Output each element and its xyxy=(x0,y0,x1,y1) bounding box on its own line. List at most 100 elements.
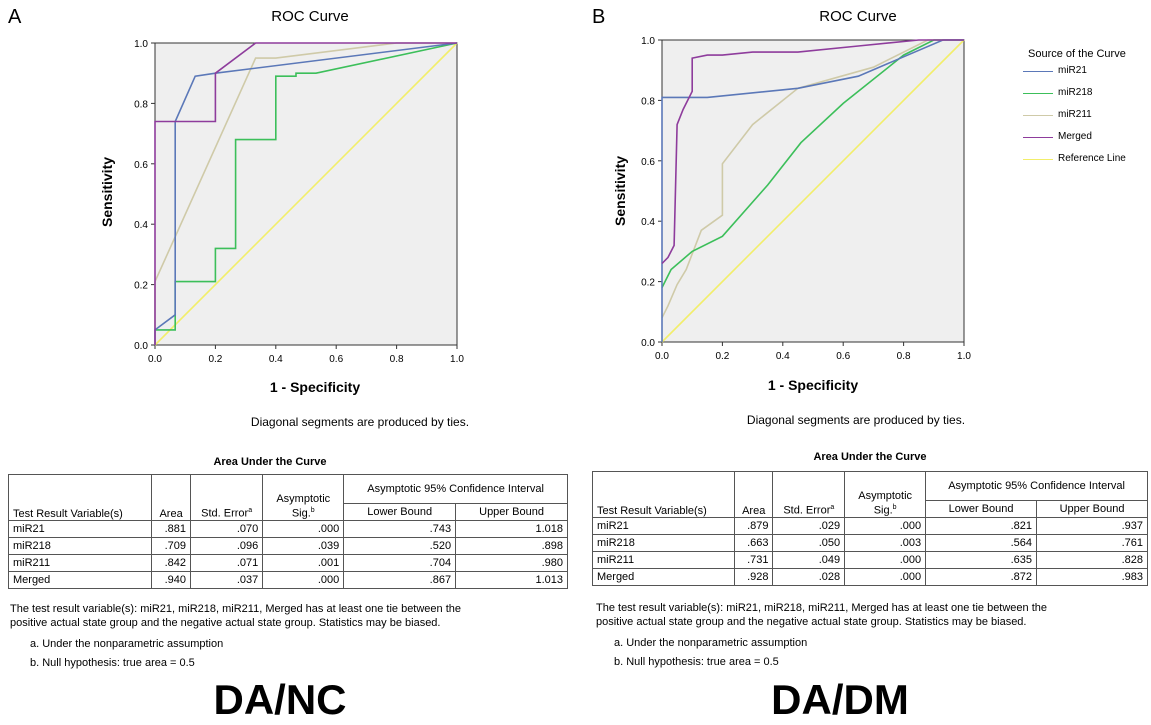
row-se: .049 xyxy=(772,551,846,569)
panel-b-note-line2: positive actual state group and the nega… xyxy=(596,616,1027,628)
row-upper: .828 xyxy=(1036,551,1148,569)
panel-a-x-tick-label: 0.6 xyxy=(329,354,343,365)
row-area: .928 xyxy=(733,568,774,586)
panel-a-y-tick-label: 0.8 xyxy=(134,99,148,110)
header-area: Area xyxy=(151,474,191,521)
table-row: Merged .928 .028 .000 .872 .983 xyxy=(592,568,1148,586)
row-area: .731 xyxy=(733,551,774,569)
panel-b-x-axis-label: 1 - Specificity xyxy=(767,377,859,393)
row-name: miR211 xyxy=(592,551,735,569)
panel-a-series-merged xyxy=(154,42,457,345)
row-upper: .937 xyxy=(1036,517,1148,535)
row-area: .709 xyxy=(151,537,191,555)
header-std-error-text: Std. Error xyxy=(783,505,831,517)
row-lower: .635 xyxy=(925,551,1038,569)
row-se: .071 xyxy=(189,554,264,572)
header-std-error: Std. Errora xyxy=(772,471,846,518)
panel-b-y-tick-label: 0.6 xyxy=(641,157,655,168)
row-upper: .761 xyxy=(1036,534,1148,552)
row-sig: .000 xyxy=(844,568,927,586)
panel-b-ties-note: Diagonal segments are produced by ties. xyxy=(746,413,966,427)
legend-swatch-reference xyxy=(1023,159,1053,160)
table-row: miR218 .663 .050 .003 .564 .761 xyxy=(592,534,1148,552)
table-row: miR21 .881 .070 .000 .743 1.018 xyxy=(7,520,568,538)
header-sig: Asymptotic Sig.b xyxy=(262,474,345,521)
legend-swatch-mir218 xyxy=(1023,93,1053,94)
row-se: .037 xyxy=(189,571,264,589)
row-upper: 1.013 xyxy=(455,571,568,589)
panel-b-x-tick-label: 0.8 xyxy=(897,351,911,362)
row-upper: .898 xyxy=(455,537,568,555)
table-row: miR21 .879 .029 .000 .821 .937 xyxy=(592,517,1148,535)
panel-b-y-tick-label: 0.4 xyxy=(641,217,655,228)
panel-b-x-tick-label: 0.6 xyxy=(836,351,850,362)
panel-a-y-tick-label: 0.6 xyxy=(134,160,148,171)
panel-a-x-tick-label: 0.4 xyxy=(269,354,283,365)
row-name: miR218 xyxy=(7,537,153,555)
header-lower: Lower Bound xyxy=(925,500,1038,518)
panel-a-y-tick-label: 0.2 xyxy=(134,281,148,292)
panel-a-x-tick-label: 1.0 xyxy=(450,354,464,365)
row-se: .028 xyxy=(772,568,846,586)
legend-swatch-mir211 xyxy=(1023,115,1053,116)
panel-a-y-tick-label: 1.0 xyxy=(134,39,148,50)
row-lower: .743 xyxy=(343,520,457,538)
header-variable: Test Result Variable(s) xyxy=(592,471,735,518)
header-upper: Upper Bound xyxy=(1036,500,1148,518)
panel-a-x-axis-label: 1 - Specificity xyxy=(269,379,361,395)
legend-item-mir211: miR211 xyxy=(1058,109,1092,120)
panel-a-y-tick-label: 0.4 xyxy=(134,220,148,231)
panel-a-x-tick-label: 0.2 xyxy=(208,354,222,365)
panel-b-auc-title: Area Under the Curve xyxy=(813,451,927,463)
header-lower: Lower Bound xyxy=(343,503,457,521)
header-variable: Test Result Variable(s) xyxy=(7,474,153,521)
panel-b-x-tick-label: 1.0 xyxy=(957,351,971,362)
panel-b-chart-title: ROC Curve xyxy=(819,8,897,25)
row-name: miR21 xyxy=(7,520,153,538)
panel-b-x-tick-label: 0.0 xyxy=(655,351,669,362)
panel-a-y-tick-label: 0.0 xyxy=(134,341,148,352)
header-ci: Asymptotic 95% Confidence Interval xyxy=(925,471,1148,501)
row-area: .881 xyxy=(151,520,191,538)
header-std-error-text: Std. Error xyxy=(201,508,249,520)
row-se: .070 xyxy=(189,520,264,538)
row-lower: .520 xyxy=(343,537,457,555)
panel-b-series-mir218 xyxy=(661,39,964,288)
panel-a-x-tick-label: 0.0 xyxy=(148,354,162,365)
legend-item-reference: Reference Line xyxy=(1058,153,1126,164)
header-upper: Upper Bound xyxy=(455,503,568,521)
panel-a-footnote-b: b. Null hypothesis: true area = 0.5 xyxy=(30,657,195,669)
panel-a-letter: A xyxy=(8,6,22,28)
table-row: miR211 .842 .071 .001 .704 .980 xyxy=(7,554,568,572)
panel-b-y-tick-label: 0.8 xyxy=(641,96,655,107)
row-name: miR218 xyxy=(592,534,735,552)
row-area: .663 xyxy=(733,534,774,552)
legend-swatch-mir21 xyxy=(1023,71,1053,72)
row-upper: 1.018 xyxy=(455,520,568,538)
panel-b-big-label: DA/DM xyxy=(771,676,909,723)
header-sig-sup: b xyxy=(892,504,897,512)
header-std-error-sup: a xyxy=(248,507,253,515)
panel-b-series-reference-line xyxy=(661,39,965,343)
panel-a-footnote-a: a. Under the nonparametric assumption xyxy=(30,638,224,650)
row-lower: .821 xyxy=(925,517,1038,535)
row-name: miR21 xyxy=(592,517,735,535)
panel-b-roc-chart: 0.0 0.2 0.4 0.6 0.8 1.0 0.0 0.2 0.4 0.6 0.8 1.0 xyxy=(641,36,971,362)
panel-a-y-axis-label: Sensitivity xyxy=(99,156,115,228)
legend-title: Source of the Curve xyxy=(1028,48,1126,60)
panel-a-ties-note: Diagonal segments are produced by ties. xyxy=(250,415,470,429)
panel-b-auc-table: Test Result Variable(s) Area Std. Errora… xyxy=(592,471,1148,586)
panel-b-letter: B xyxy=(592,6,606,28)
row-upper: .980 xyxy=(455,554,568,572)
row-sig: .001 xyxy=(262,554,345,572)
row-area: .879 xyxy=(733,517,774,535)
row-sig: .000 xyxy=(844,551,927,569)
row-upper: .983 xyxy=(1036,568,1148,586)
panel-b-x-tick-label: 0.2 xyxy=(715,351,729,362)
panel-b-footnote-a: a. Under the nonparametric assumption xyxy=(614,637,808,649)
panel-b-series-merged xyxy=(661,39,964,265)
row-lower: .872 xyxy=(925,568,1038,586)
panel-a-auc-title: Area Under the Curve xyxy=(213,456,327,468)
panel-b-series-mir211 xyxy=(661,39,964,319)
row-name: Merged xyxy=(592,568,735,586)
